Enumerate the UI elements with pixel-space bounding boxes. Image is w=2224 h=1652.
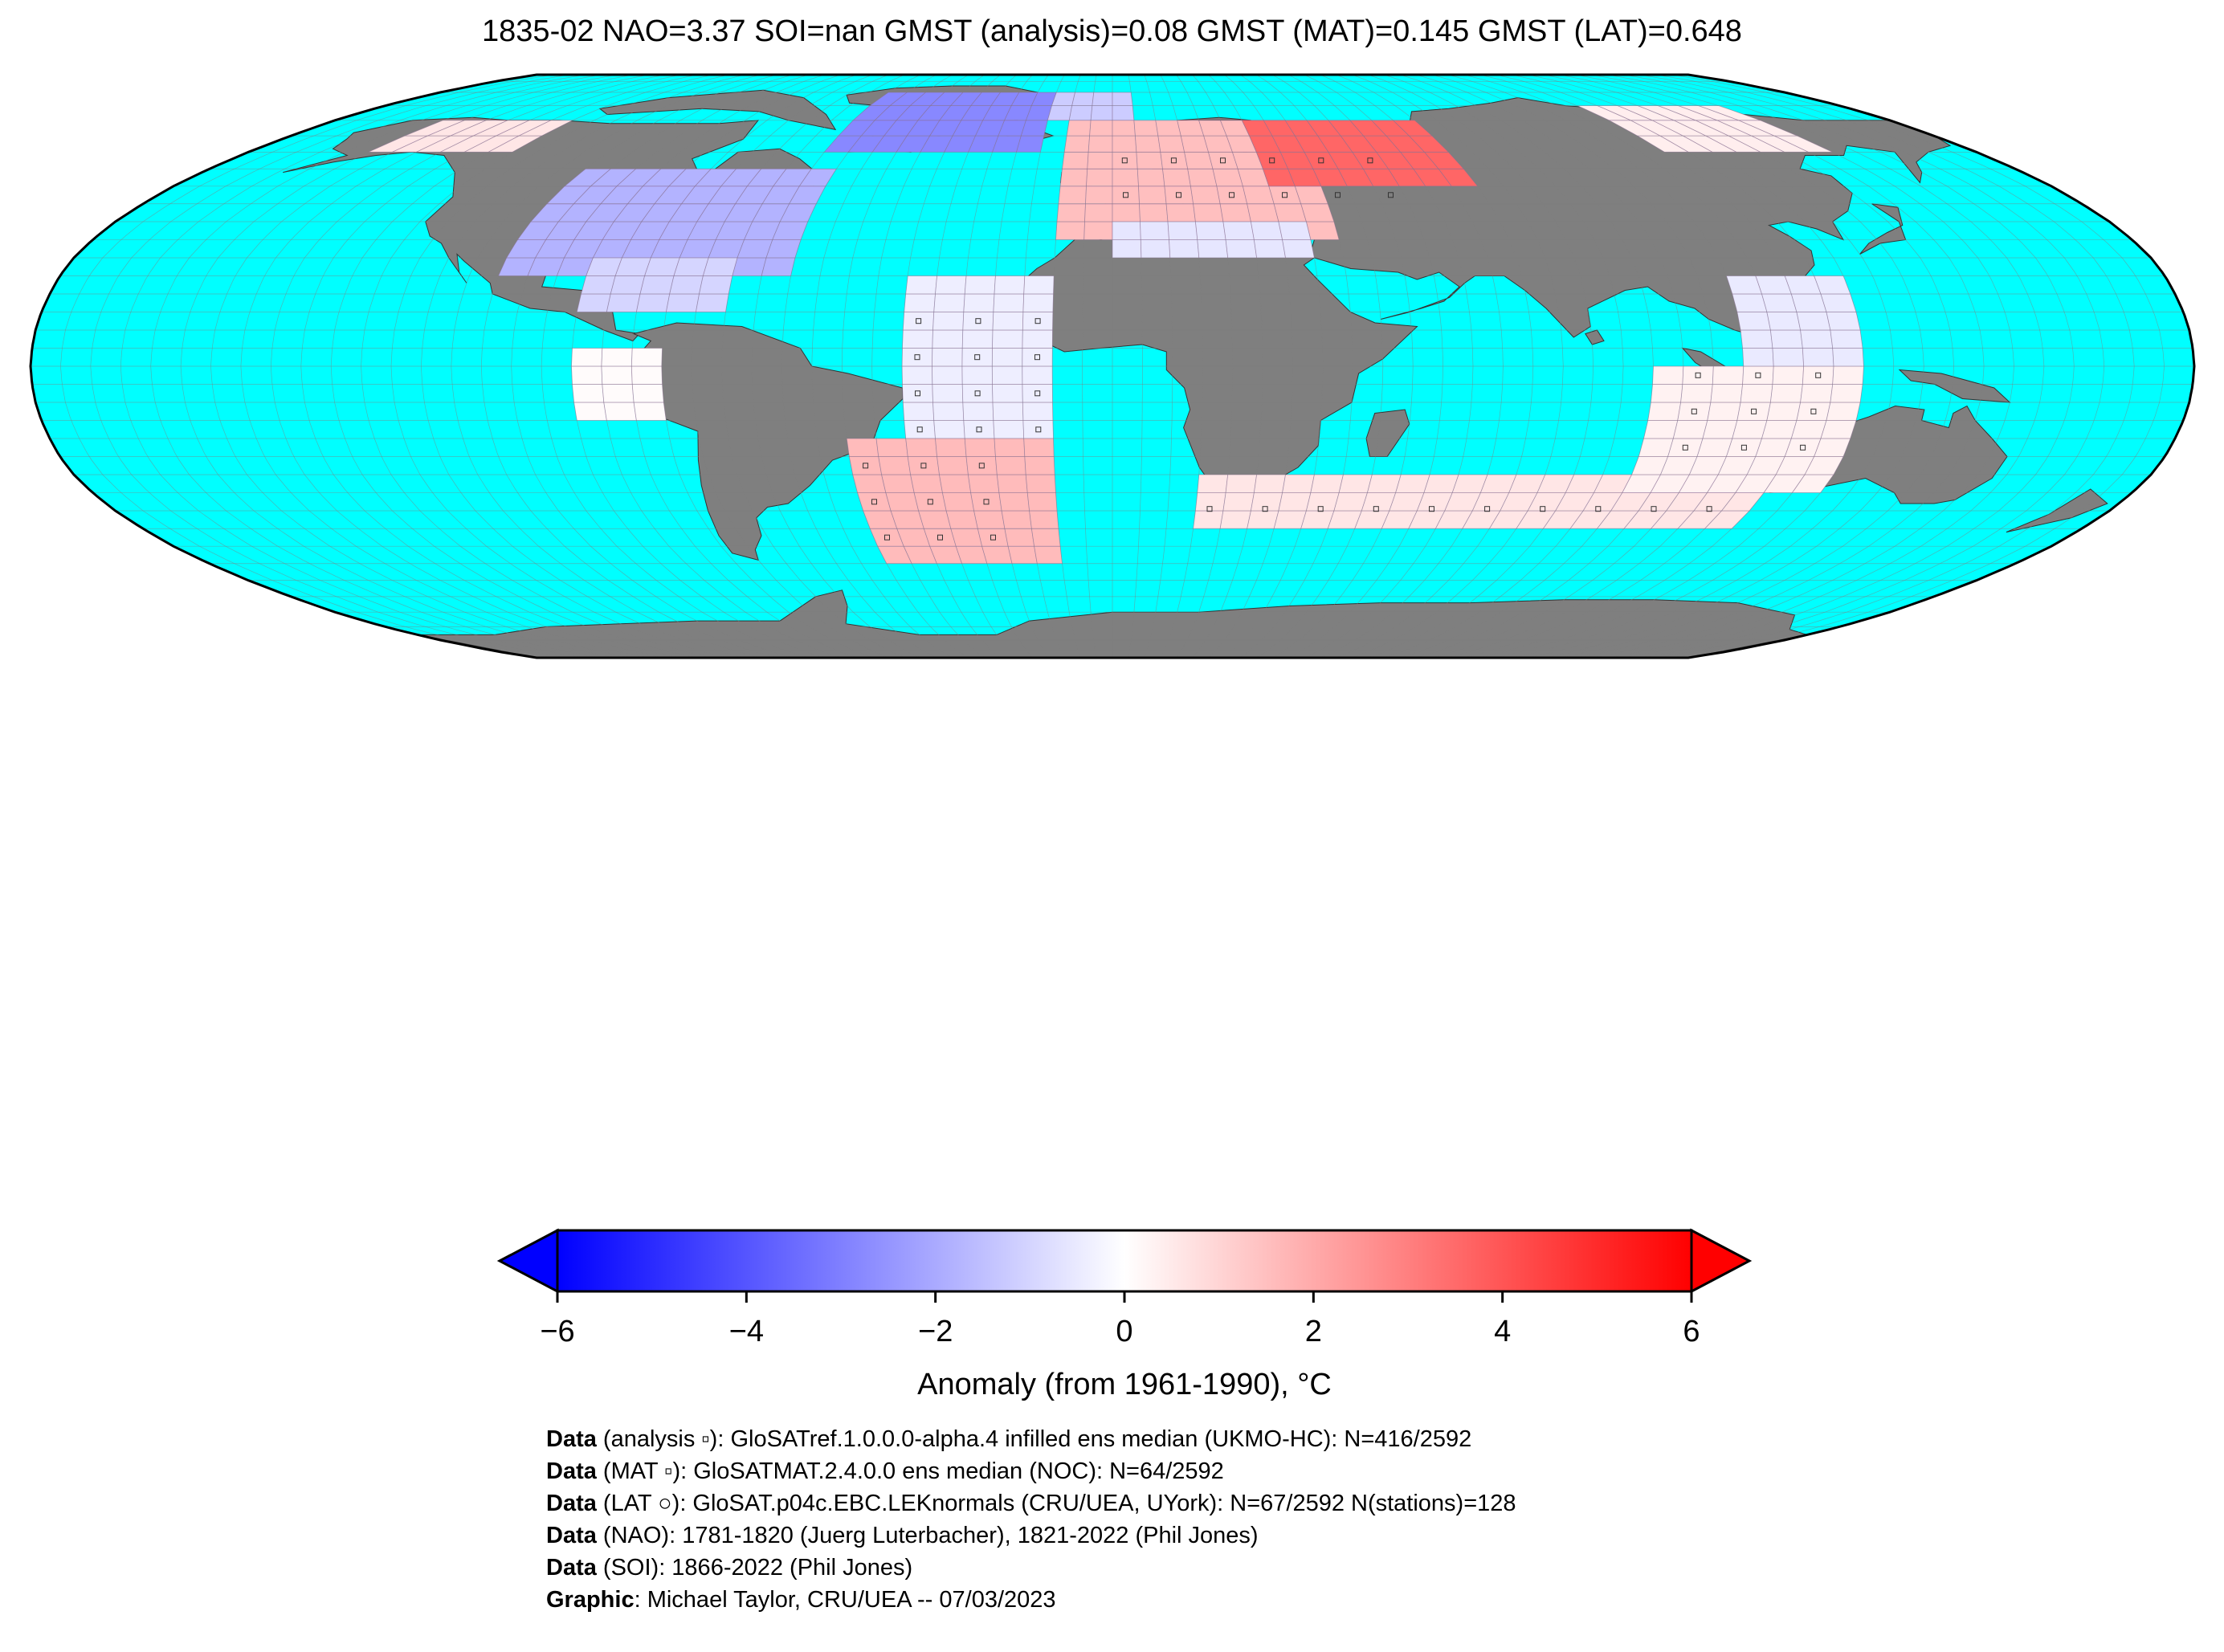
credit-text: (SOI): 1866-2022 (Phil Jones)	[596, 1555, 913, 1581]
observation-marker	[1123, 192, 1128, 198]
observation-marker	[871, 499, 877, 505]
credit-line: Data (LAT ○): GloSAT.p04c.EBC.LEKnormals…	[546, 1487, 1516, 1519]
world-map	[29, 73, 2196, 659]
credit-text: (NAO): 1781-1820 (Juerg Luterbacher), 18…	[596, 1523, 1259, 1548]
observation-marker	[1269, 157, 1275, 164]
credits: Data (analysis ▫): GloSATref.1.0.0.0-alp…	[546, 1423, 1516, 1616]
observation-marker	[1121, 157, 1128, 164]
anomaly-region	[368, 120, 573, 153]
observation-marker	[1429, 506, 1434, 512]
observation-marker	[974, 354, 981, 361]
credit-text: : Michael Taylor, CRU/UEA -- 07/03/2023	[634, 1587, 1056, 1613]
observation-marker	[1388, 192, 1394, 198]
observation-marker	[974, 390, 981, 397]
observation-marker	[1229, 192, 1234, 198]
observation-marker	[1595, 506, 1602, 512]
observation-marker	[1034, 318, 1041, 324]
observation-marker	[1317, 506, 1324, 512]
observation-marker	[1335, 192, 1341, 198]
observation-marker	[1682, 444, 1688, 451]
observation-marker	[1176, 192, 1181, 198]
colorbar-extend-low	[496, 1228, 559, 1294]
observation-marker	[884, 534, 890, 540]
credit-line: Data (NAO): 1781-1820 (Juerg Luterbacher…	[546, 1519, 1516, 1552]
observation-marker	[914, 354, 920, 361]
observation-marker	[1034, 390, 1041, 397]
observation-marker	[1035, 426, 1042, 433]
observation-marker	[1373, 506, 1379, 512]
observation-marker	[976, 426, 982, 433]
map-border	[29, 73, 2196, 659]
anomaly-region	[846, 438, 1063, 565]
credit-label: Data	[546, 1491, 597, 1516]
chart-title: 1835-02 NAO=3.37 SOI=nan GMST (analysis)…	[482, 14, 1742, 48]
observation-marker	[1800, 444, 1806, 451]
credit-line: Graphic: Michael Taylor, CRU/UEA -- 07/0…	[546, 1584, 1516, 1616]
credit-text: (MAT ▫): GloSATMAT.2.4.0.0 ens median (N…	[596, 1458, 1224, 1484]
colorbar-tick-label: −2	[918, 1315, 953, 1348]
colorbar-tick-label: 4	[1494, 1315, 1511, 1348]
land-japan	[1859, 203, 1907, 255]
credit-label: Data	[546, 1523, 597, 1548]
observation-marker	[1170, 157, 1177, 164]
observation-marker	[937, 534, 943, 540]
observation-marker	[978, 463, 985, 469]
observation-marker	[1695, 372, 1701, 378]
observation-marker	[916, 426, 923, 433]
colorbar-tick-label: 0	[1116, 1315, 1132, 1348]
anomaly-region	[576, 257, 738, 312]
observation-marker	[1220, 157, 1226, 164]
observation-marker	[983, 499, 990, 505]
colorbar-gradient	[556, 1229, 1693, 1293]
observation-marker	[1540, 506, 1546, 512]
observation-marker	[927, 499, 933, 505]
colorbar-tick-label: −4	[729, 1315, 764, 1348]
observation-marker	[916, 318, 922, 324]
graticule	[31, 75, 2194, 658]
colorbar-tick-label: 6	[1683, 1315, 1700, 1348]
credit-text: (LAT ○): GloSAT.p04c.EBC.LEKnormals (CRU…	[596, 1491, 1516, 1516]
credit-label: Data	[546, 1555, 597, 1581]
colorbar-tick-label: −6	[540, 1315, 574, 1348]
observation-marker	[915, 390, 920, 397]
land-new-guinea	[1898, 369, 2011, 403]
observation-marker	[1651, 506, 1657, 512]
anomaly-region	[901, 275, 1055, 439]
credit-label: Data	[546, 1458, 597, 1484]
observation-marker	[1262, 506, 1268, 512]
observation-marker	[1691, 408, 1697, 414]
credit-text: (analysis ▫): GloSATref.1.0.0.0-alpha.4 …	[596, 1426, 1472, 1452]
credit-line: Data (analysis ▫): GloSATref.1.0.0.0-alp…	[546, 1423, 1516, 1455]
observation-marker	[1755, 372, 1761, 378]
observation-marker	[990, 534, 996, 540]
observation-marker	[1318, 157, 1324, 164]
observation-marker	[1815, 372, 1822, 378]
observation-marker	[975, 318, 981, 324]
credit-line: Data (SOI): 1866-2022 (Phil Jones)	[546, 1552, 1516, 1584]
colorbar-tick-label: 2	[1305, 1315, 1322, 1348]
observation-marker	[920, 463, 927, 469]
observation-marker	[1367, 157, 1373, 164]
station-markers	[863, 157, 1822, 540]
colorbar-label: Anomaly (from 1961-1990), °C	[917, 1368, 1332, 1401]
observation-marker	[1751, 408, 1757, 414]
observation-marker	[1034, 354, 1040, 361]
anomaly-region	[1622, 365, 1864, 493]
observation-marker	[1206, 506, 1213, 512]
observation-marker	[1706, 506, 1712, 512]
observation-marker	[1740, 444, 1747, 451]
colorbar-extend-high	[1690, 1228, 1753, 1294]
observation-marker	[863, 463, 869, 469]
anomaly-region	[1725, 275, 1864, 367]
observation-marker	[1810, 408, 1817, 414]
credit-label: Graphic	[546, 1587, 635, 1613]
credit-label: Data	[546, 1426, 597, 1452]
anomaly-region	[1112, 221, 1315, 259]
observation-marker	[1484, 506, 1491, 512]
observation-marker	[1282, 192, 1287, 198]
credit-line: Data (MAT ▫): GloSATMAT.2.4.0.0 ens medi…	[546, 1455, 1516, 1487]
